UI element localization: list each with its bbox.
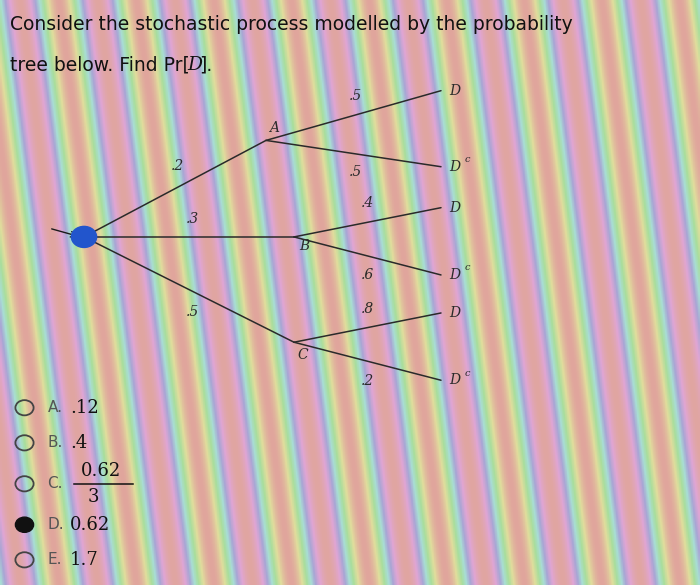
Text: tree below. Find Pr[: tree below. Find Pr[ [10, 56, 190, 74]
Text: .5: .5 [186, 305, 199, 319]
Text: D: D [449, 160, 461, 174]
Text: B.: B. [48, 435, 63, 450]
Text: A: A [270, 121, 279, 135]
Text: 0.62: 0.62 [70, 516, 111, 534]
Text: 0.62: 0.62 [80, 462, 120, 480]
Text: D: D [449, 268, 461, 282]
Text: ].: ]. [199, 56, 213, 74]
Text: B: B [300, 239, 310, 253]
Text: c: c [465, 369, 470, 378]
Text: 1.7: 1.7 [70, 551, 99, 569]
Text: .5: .5 [349, 88, 362, 102]
Text: .2: .2 [171, 159, 183, 173]
Text: D: D [449, 84, 461, 98]
Text: c: c [465, 263, 470, 273]
Text: .6: .6 [361, 269, 374, 283]
Text: D: D [449, 201, 461, 215]
Text: .2: .2 [361, 374, 374, 388]
Text: 3: 3 [88, 488, 99, 505]
Text: E.: E. [48, 552, 62, 567]
Text: D: D [449, 373, 461, 387]
Text: D: D [449, 306, 461, 320]
Text: C: C [298, 348, 308, 362]
Text: D: D [188, 56, 202, 74]
Text: .8: .8 [361, 302, 374, 316]
Text: Consider the stochastic process modelled by the probability: Consider the stochastic process modelled… [10, 15, 573, 33]
Text: .4: .4 [70, 434, 88, 452]
Text: .12: .12 [70, 399, 99, 417]
Circle shape [71, 226, 97, 247]
Text: D.: D. [48, 517, 64, 532]
Text: .4: .4 [361, 197, 374, 210]
Text: .5: .5 [349, 166, 362, 180]
Text: .3: .3 [186, 212, 199, 226]
Text: C.: C. [48, 476, 63, 491]
Circle shape [15, 517, 34, 532]
Text: A.: A. [48, 400, 62, 415]
Text: c: c [465, 155, 470, 164]
